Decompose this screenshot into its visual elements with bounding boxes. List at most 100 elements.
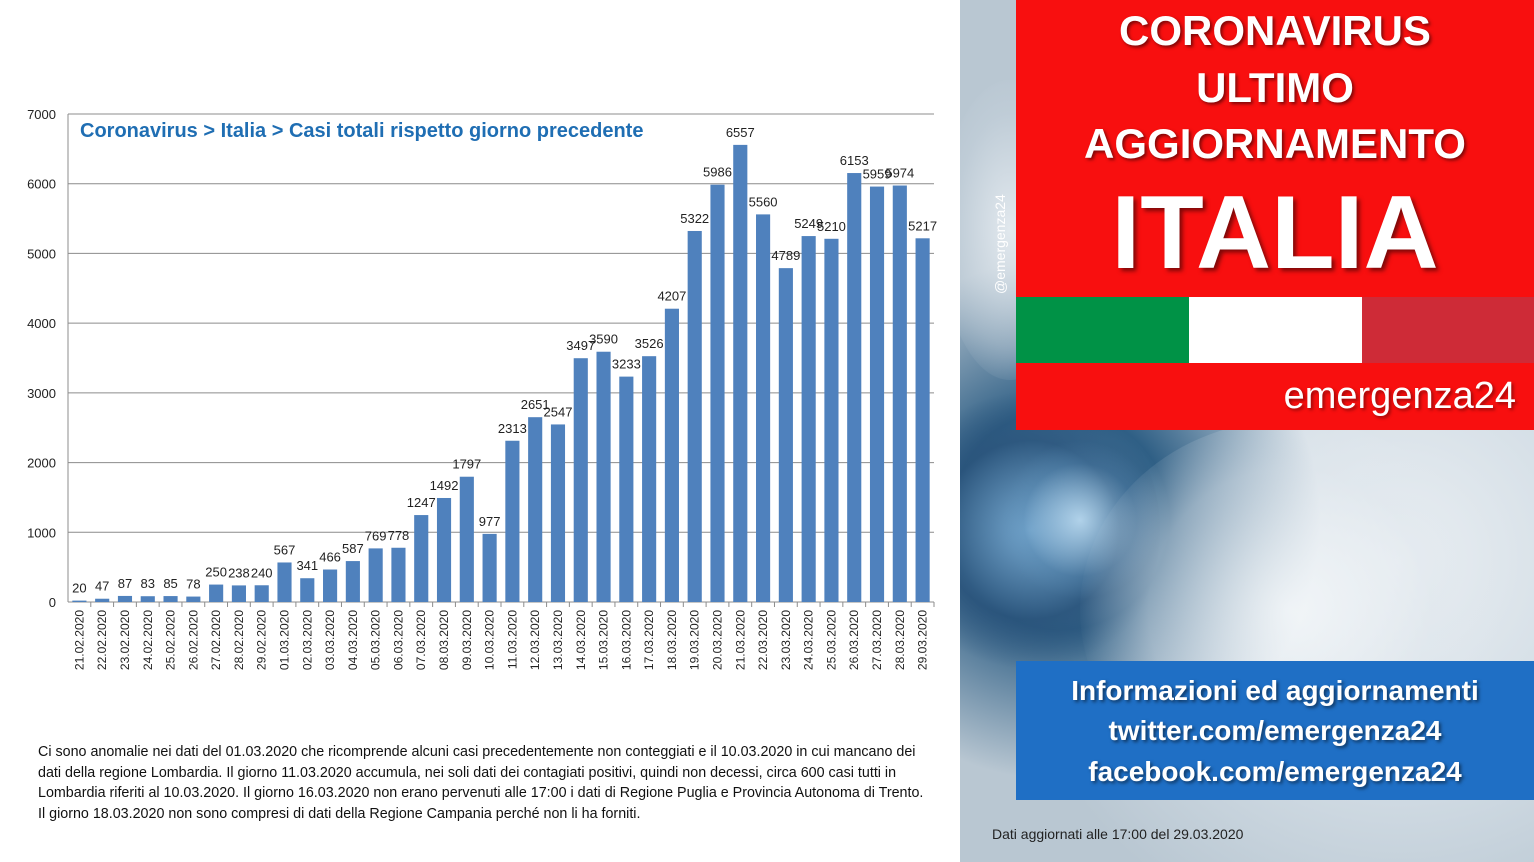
x-tick-label: 20.03.2020 (711, 610, 725, 670)
x-tick-label: 01.03.2020 (278, 610, 292, 670)
x-tick-label: 16.03.2020 (619, 610, 633, 670)
bar (710, 184, 725, 602)
y-tick-label: 6000 (27, 177, 56, 192)
y-tick-label: 7000 (27, 107, 56, 122)
x-tick-label: 29.03.2020 (916, 610, 930, 670)
x-tick-label: 14.03.2020 (574, 610, 588, 670)
bar (733, 144, 748, 602)
x-tick-label: 25.02.2020 (164, 610, 178, 670)
x-tick-label: 29.02.2020 (255, 610, 269, 670)
bar (619, 376, 634, 602)
y-tick-label: 0 (49, 595, 56, 610)
data-label: 78 (186, 577, 200, 592)
bar (482, 533, 497, 602)
data-label: 587 (342, 541, 364, 556)
italian-flag (1016, 297, 1534, 363)
data-label: 238 (228, 565, 250, 580)
x-tick-label: 28.02.2020 (232, 610, 246, 670)
flag-red-stripe (1362, 297, 1534, 363)
bar (550, 424, 566, 602)
bar (824, 238, 839, 602)
x-tick-label: 08.03.2020 (437, 610, 451, 670)
bar (436, 497, 452, 602)
bar (414, 515, 429, 602)
bar (664, 308, 679, 602)
bar (892, 185, 907, 602)
data-label: 5210 (817, 219, 846, 234)
x-tick-label: 18.03.2020 (665, 610, 679, 670)
y-tick-label: 3000 (27, 386, 56, 401)
bar (756, 214, 771, 603)
x-tick-label: 26.03.2020 (847, 610, 861, 670)
chart-panel: 0 1000 2000 3000 4000 5000 6000 7000 20 21.02.202… (27, 107, 938, 822)
x-tick-label: 24.02.2020 (141, 610, 155, 670)
data-label: 5986 (703, 165, 732, 180)
data-label: 778 (388, 528, 410, 543)
bar (847, 173, 862, 602)
x-tick-label: 26.02.2020 (186, 610, 200, 670)
bar (163, 596, 178, 602)
data-label: 4789 (771, 248, 800, 263)
bar (209, 584, 224, 602)
x-tick-label: 13.03.2020 (551, 610, 565, 670)
bar (345, 561, 360, 602)
bar (687, 230, 702, 602)
data-label: 83 (141, 576, 155, 591)
data-label: 769 (365, 528, 387, 543)
data-label: 87 (118, 576, 132, 591)
bar (391, 547, 406, 602)
data-label: 47 (95, 579, 109, 594)
x-tick-label: 15.03.2020 (597, 610, 611, 670)
x-tick-label: 03.03.2020 (323, 610, 337, 670)
data-label: 4207 (657, 289, 686, 304)
data-label: 85 (163, 576, 177, 591)
x-tick-label: 11.03.2020 (505, 610, 519, 669)
bar (231, 585, 246, 602)
data-label: 240 (251, 565, 273, 580)
data-label: 341 (296, 558, 318, 573)
data-label: 1797 (452, 457, 481, 472)
bar (869, 186, 885, 602)
twitter-link[interactable]: twitter.com/emergenza24 (1108, 715, 1442, 746)
info-box: Informazioni ed aggiornamenti twitter.co… (1016, 661, 1534, 800)
x-tick-label: 24.03.2020 (802, 610, 816, 670)
bar-chart: 0 1000 2000 3000 4000 5000 6000 7000 20 21.02.202… (27, 107, 937, 670)
x-tick-label: 12.03.2020 (528, 610, 542, 670)
x-tick-label: 09.03.2020 (460, 610, 474, 670)
data-label: 5249 (794, 216, 823, 231)
bar (368, 548, 383, 602)
bar (95, 598, 110, 602)
bar (505, 440, 520, 602)
bar (277, 562, 292, 602)
data-label: 3233 (612, 357, 641, 372)
bar (778, 268, 793, 602)
data-label: 6153 (840, 153, 869, 168)
data-label: 2651 (521, 397, 550, 412)
info-line-1: Informazioni ed aggiornamenti (1071, 675, 1479, 706)
bar (72, 600, 87, 602)
y-tick-label: 5000 (27, 246, 56, 261)
brand-name: emergenza24 (1283, 375, 1516, 417)
x-tick-label: 22.02.2020 (95, 610, 109, 670)
flag-green-stripe (1016, 297, 1189, 363)
bar (300, 578, 315, 602)
bar (573, 358, 588, 602)
data-label: 5217 (908, 218, 937, 233)
x-tick-label: 23.02.2020 (118, 610, 132, 670)
x-tick-label: 25.03.2020 (824, 610, 838, 670)
x-tick-label: 19.03.2020 (688, 610, 702, 670)
x-tick-label: 17.03.2020 (642, 610, 656, 670)
side-handle: @emergenza24 (992, 194, 1008, 294)
x-tick-label: 06.03.2020 (391, 610, 405, 670)
data-label: 1247 (407, 495, 436, 510)
data-label: 250 (205, 565, 227, 580)
facebook-link[interactable]: facebook.com/emergenza24 (1088, 756, 1462, 787)
flag-white-stripe (1189, 297, 1362, 363)
x-tick-label: 21.03.2020 (733, 610, 747, 670)
data-label: 5560 (749, 194, 778, 209)
bar (323, 569, 338, 602)
x-tick-label: 04.03.2020 (346, 610, 360, 670)
data-label: 977 (479, 514, 501, 529)
bar (915, 238, 930, 602)
y-tick-label: 4000 (27, 316, 56, 331)
